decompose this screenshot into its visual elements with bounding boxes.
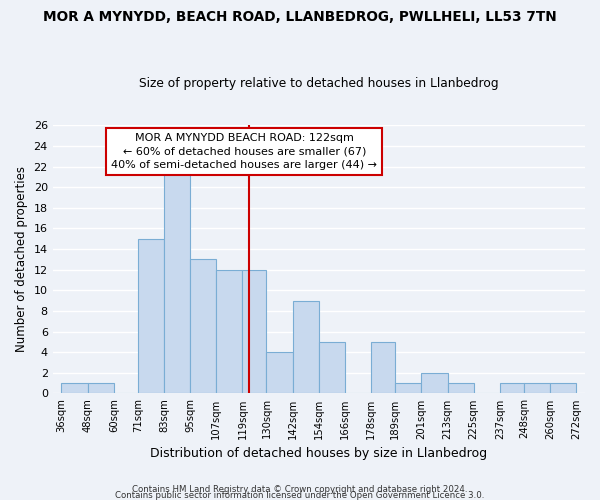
Y-axis label: Number of detached properties: Number of detached properties [15,166,28,352]
Text: MOR A MYNYDD, BEACH ROAD, LLANBEDROG, PWLLHELI, LL53 7TN: MOR A MYNYDD, BEACH ROAD, LLANBEDROG, PW… [43,10,557,24]
Bar [138,239,164,394]
Text: Contains public sector information licensed under the Open Government Licence 3.: Contains public sector information licen… [115,490,485,500]
Bar [88,383,114,394]
Bar [371,342,395,394]
Title: Size of property relative to detached houses in Llanbedrog: Size of property relative to detached ho… [139,76,499,90]
Bar [448,383,474,394]
Bar [319,342,345,394]
Bar [550,383,576,394]
Bar [421,373,448,394]
Bar [500,383,524,394]
Bar [293,300,319,394]
Bar [395,383,421,394]
Bar [190,260,216,394]
Bar [266,352,293,394]
Bar [242,270,266,394]
Bar [216,270,242,394]
Text: Contains HM Land Registry data © Crown copyright and database right 2024.: Contains HM Land Registry data © Crown c… [132,484,468,494]
X-axis label: Distribution of detached houses by size in Llanbedrog: Distribution of detached houses by size … [150,447,487,460]
Text: MOR A MYNYDD BEACH ROAD: 122sqm
← 60% of detached houses are smaller (67)
40% of: MOR A MYNYDD BEACH ROAD: 122sqm ← 60% of… [112,134,377,170]
Bar [524,383,550,394]
Bar [61,383,88,394]
Bar [164,166,190,394]
